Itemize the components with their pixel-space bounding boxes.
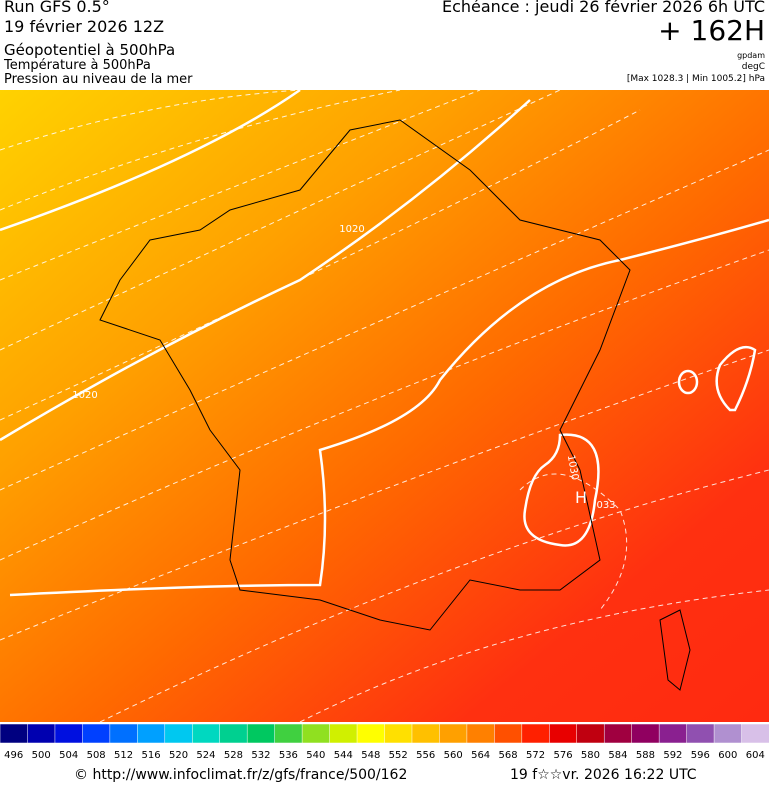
scale-swatch (54, 724, 84, 744)
scale-label: 592 (663, 750, 682, 761)
color-scale: 496 500 504 508 512 516 520 524 528 532 536 540 544 5… (0, 724, 769, 761)
scale-label: 600 (718, 750, 737, 761)
scale-swatch (521, 724, 551, 744)
scale-swatch (439, 724, 468, 744)
high-marker: H (575, 488, 587, 507)
run-date: 19 février 2026 12Z (4, 17, 165, 36)
scale-label: 540 (306, 750, 325, 761)
temperature: Température à 500hPa (4, 58, 151, 73)
scale-swatch (219, 724, 248, 744)
scale-swatch (246, 724, 276, 744)
scale-swatch (109, 724, 139, 744)
scale-swatch (301, 724, 331, 744)
scale-label: 520 (169, 750, 188, 761)
scale-swatch (137, 724, 166, 744)
isobars (0, 90, 769, 597)
scale-label: 536 (279, 750, 298, 761)
scale-swatch (192, 724, 221, 744)
scale-swatch (0, 724, 29, 744)
scale-label: 576 (553, 750, 572, 761)
scale-label: 516 (142, 750, 161, 761)
scale-label: 548 (361, 750, 380, 761)
scale-label: 560 (444, 750, 463, 761)
map: 1020 1020 1030 H 033 (0, 90, 769, 722)
scale-label: 512 (114, 750, 133, 761)
scale-label: 584 (608, 750, 627, 761)
run: Run GFS 0.5° (4, 0, 110, 16)
pressure: Pression au niveau de la mer (4, 72, 193, 87)
source-url: © http://www.infoclimat.fr/z/gfs/france/… (74, 767, 408, 783)
scale-label: 524 (196, 750, 215, 761)
corsica-outline (659, 609, 691, 691)
scale-swatch (631, 724, 660, 744)
france-outline (99, 119, 631, 631)
temperature-contours (0, 90, 769, 722)
scale-label: 568 (499, 750, 518, 761)
scale-swatch (274, 724, 303, 744)
scale-label: 500 (32, 750, 51, 761)
scale-swatch (603, 724, 633, 744)
scale-label: 588 (636, 750, 655, 761)
generated-time: 19 f☆☆vr. 2026 16:22 UTC (510, 767, 697, 783)
unit: [Max 1028.3 | Min 1005.2] hPa (626, 74, 765, 84)
isobar-label: 1020 (339, 224, 364, 235)
scale-swatch (356, 724, 386, 744)
scale-label: 508 (87, 750, 106, 761)
scale-label: 564 (471, 750, 490, 761)
scale-swatch (27, 724, 56, 744)
scale-swatch (82, 724, 111, 744)
scale-swatch (576, 724, 605, 744)
scale-label: 544 (334, 750, 353, 761)
scale-label: 556 (416, 750, 435, 761)
scale-swatch (741, 724, 769, 744)
unit: degC (741, 62, 765, 72)
scale-label: 552 (389, 750, 408, 761)
scale-swatch (494, 724, 523, 744)
scale-label: 504 (59, 750, 78, 761)
echeance: Echéance : jeudi 26 février 2026 6h UTC (441, 0, 765, 16)
scale-swatch (686, 724, 715, 744)
scale-swatch (384, 724, 413, 744)
unit: gpdam (737, 51, 765, 60)
scale-label: 604 (746, 750, 765, 761)
scale-swatch (164, 724, 194, 744)
scale-swatch (658, 724, 688, 744)
field: Géopotentiel à 500hPa (4, 41, 176, 59)
lead-time: + 162H (658, 14, 765, 47)
temperature-field (0, 90, 769, 722)
high-value: 033 (596, 500, 615, 511)
scale-label: 580 (581, 750, 600, 761)
isobar-label: 1030 (565, 454, 580, 481)
scale-swatch (329, 724, 358, 744)
scale-label: 532 (251, 750, 270, 761)
scale-label: 528 (224, 750, 243, 761)
scale-label: 572 (526, 750, 545, 761)
scale-swatch (411, 724, 441, 744)
scale-label: 596 (691, 750, 710, 761)
isobar-label: 1020 (72, 390, 97, 401)
scale-label: 496 (4, 750, 23, 761)
scale-swatch (549, 724, 578, 744)
scale-swatch (713, 724, 743, 744)
scale-swatch (466, 724, 496, 744)
